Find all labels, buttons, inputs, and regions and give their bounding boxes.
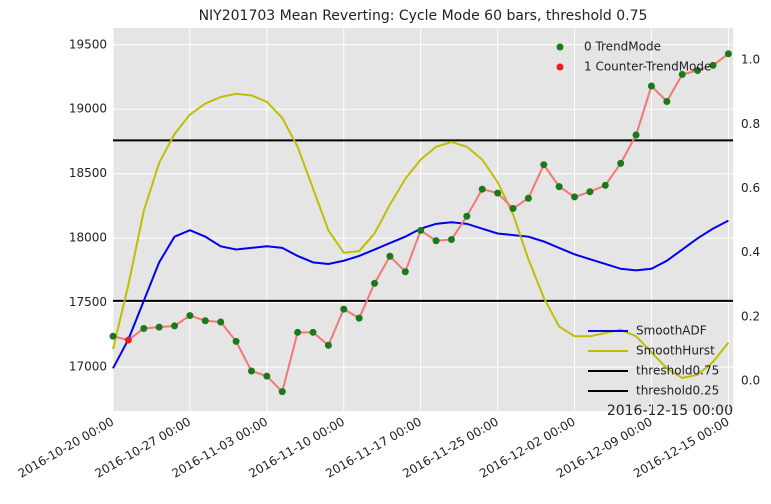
price-point bbox=[217, 318, 225, 326]
legend-label: SmoothADF bbox=[636, 324, 707, 338]
plot-area bbox=[113, 28, 733, 411]
y2-tick-label: 0.2 bbox=[741, 309, 760, 323]
price-point bbox=[601, 181, 609, 189]
y2-tick-label: 0.6 bbox=[741, 181, 760, 195]
legend-label: SmoothHurst bbox=[636, 344, 715, 358]
price-point bbox=[509, 205, 517, 213]
price-point bbox=[663, 98, 671, 106]
price-point bbox=[247, 367, 255, 375]
y-tick-label: 17500 bbox=[69, 295, 107, 309]
y2-tick-label: 0.4 bbox=[741, 245, 760, 259]
legend-label: threshold0.75 bbox=[636, 364, 719, 378]
legend-marker bbox=[556, 43, 564, 51]
price-point bbox=[201, 317, 209, 325]
price-point bbox=[694, 67, 702, 75]
price-point bbox=[232, 337, 240, 345]
y-tick-label: 19500 bbox=[69, 37, 107, 51]
legend-label: 1 Counter-TrendMode bbox=[584, 60, 711, 74]
y2-tick-label: 1.0 bbox=[741, 53, 760, 67]
price-point bbox=[340, 305, 348, 313]
price-point bbox=[555, 183, 563, 191]
y-tick-label: 19000 bbox=[69, 102, 107, 116]
price-point bbox=[724, 50, 732, 58]
price-point bbox=[309, 328, 317, 336]
y-tick-label: 17000 bbox=[69, 360, 107, 374]
price-point bbox=[709, 61, 717, 69]
y2-tick-label: 0.8 bbox=[741, 117, 760, 131]
price-point bbox=[124, 336, 132, 344]
price-point bbox=[186, 312, 194, 320]
price-point bbox=[401, 268, 409, 276]
legend-marker bbox=[556, 63, 564, 71]
price-point bbox=[417, 226, 425, 234]
price-point bbox=[386, 252, 394, 260]
price-point bbox=[294, 328, 302, 336]
price-point bbox=[478, 185, 486, 193]
price-point bbox=[324, 341, 332, 349]
legend-label: 0 TrendMode bbox=[584, 40, 661, 54]
price-point bbox=[432, 237, 440, 245]
price-point bbox=[171, 322, 179, 330]
price-point bbox=[647, 82, 655, 90]
price-point bbox=[371, 279, 379, 287]
price-point bbox=[617, 159, 625, 167]
price-point bbox=[586, 188, 594, 196]
price-point bbox=[109, 332, 117, 340]
y-tick-label: 18500 bbox=[69, 166, 107, 180]
price-point bbox=[524, 194, 532, 202]
y-tick-label: 18000 bbox=[69, 231, 107, 245]
price-point bbox=[355, 314, 363, 322]
price-point bbox=[494, 189, 502, 197]
price-point bbox=[155, 323, 163, 331]
y2-tick-label: 0.0 bbox=[741, 374, 760, 388]
price-point bbox=[678, 70, 686, 78]
offset-annotation: 2016-12-15 00:00 bbox=[607, 403, 733, 419]
price-point bbox=[278, 388, 286, 396]
price-point bbox=[263, 372, 271, 380]
price-point bbox=[540, 161, 548, 169]
chart-title: NIY201703 Mean Reverting: Cycle Mode 60 … bbox=[199, 8, 648, 24]
price-point bbox=[571, 193, 579, 201]
price-point bbox=[463, 212, 471, 220]
legend-label: threshold0.25 bbox=[636, 384, 719, 398]
price-point bbox=[632, 131, 640, 139]
price-point bbox=[447, 235, 455, 243]
price-point bbox=[140, 324, 148, 332]
